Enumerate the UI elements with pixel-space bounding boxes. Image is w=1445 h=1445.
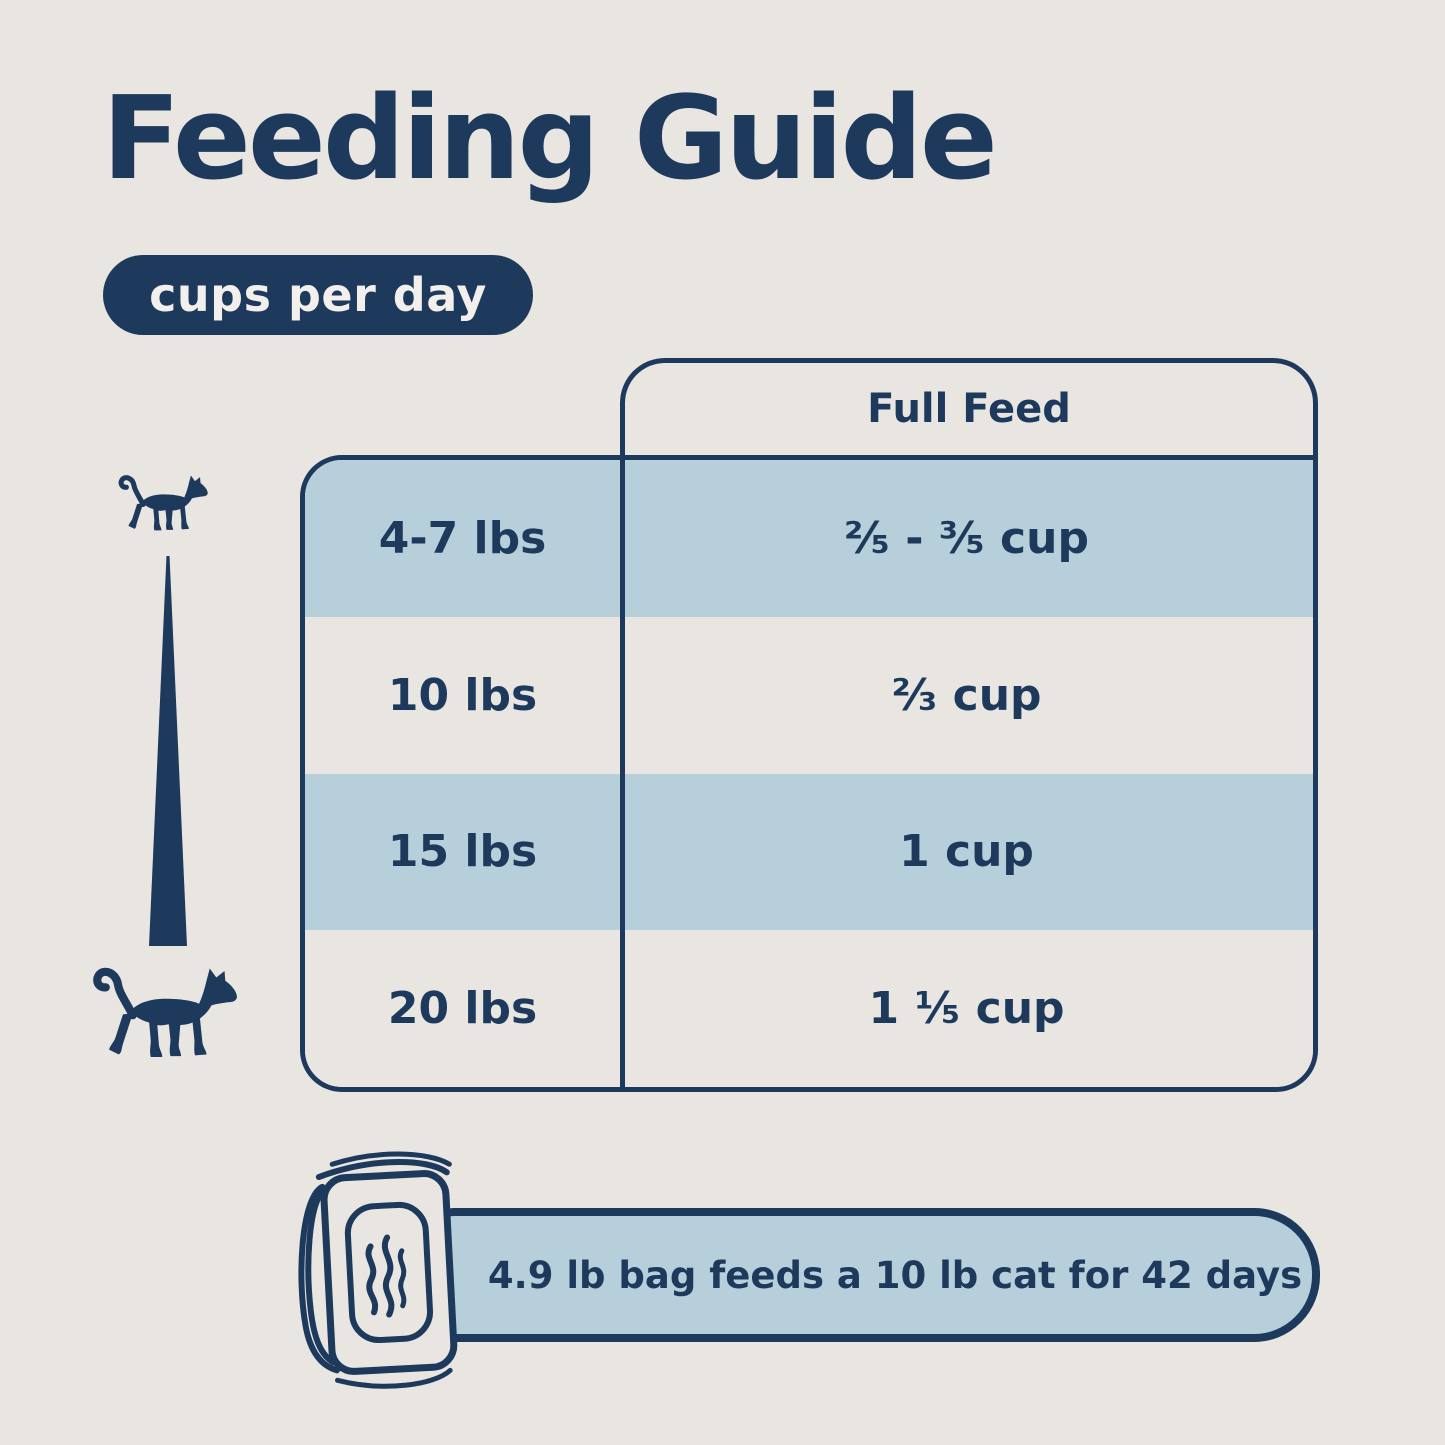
bag-feeds-banner: 4.9 lb bag feeds a 10 lb cat for 42 days	[430, 1208, 1320, 1342]
badge-label: cups per day	[149, 268, 487, 322]
amount-cell: ²⁄₅ - ³⁄₅ cup	[844, 512, 1089, 564]
column-header-label: Full Feed	[867, 386, 1071, 432]
amount-cell: 1 cup	[899, 826, 1034, 878]
bag-feeds-note: 4.9 lb bag feeds a 10 lb cat for 42 days	[487, 1253, 1303, 1297]
weight-cell: 4-7 lbs	[378, 512, 547, 564]
steam-icon	[365, 1234, 407, 1318]
table-row: 10 lbs ²⁄₃ cup	[305, 616, 1313, 774]
amount-cell: 1 ¹⁄₅ cup	[868, 983, 1065, 1035]
weight-cell: 15 lbs	[387, 826, 538, 878]
cups-per-day-badge: cups per day	[103, 255, 533, 335]
feeding-table: 4-7 lbs ²⁄₅ - ³⁄₅ cup 10 lbs ²⁄₃ cup 15 …	[300, 455, 1318, 1092]
small-cat-icon	[110, 472, 220, 538]
page-title: Feeding Guide	[102, 72, 998, 206]
amount-cell: ²⁄₃ cup	[891, 669, 1042, 721]
weight-cell: 10 lbs	[387, 669, 538, 721]
size-scale-triangle	[149, 556, 187, 946]
bag-label-panel	[344, 1201, 434, 1344]
table-row: 15 lbs 1 cup	[305, 773, 1313, 931]
large-cat-icon	[82, 950, 254, 1082]
table-row: 4-7 lbs ²⁄₅ - ³⁄₅ cup	[305, 460, 1313, 617]
weight-cell: 20 lbs	[387, 983, 538, 1035]
food-bag-icon	[298, 1151, 458, 1389]
full-feed-column-header: Full Feed	[620, 358, 1318, 455]
table-row: 20 lbs 1 ¹⁄₅ cup	[305, 930, 1313, 1087]
column-divider	[620, 460, 625, 1087]
